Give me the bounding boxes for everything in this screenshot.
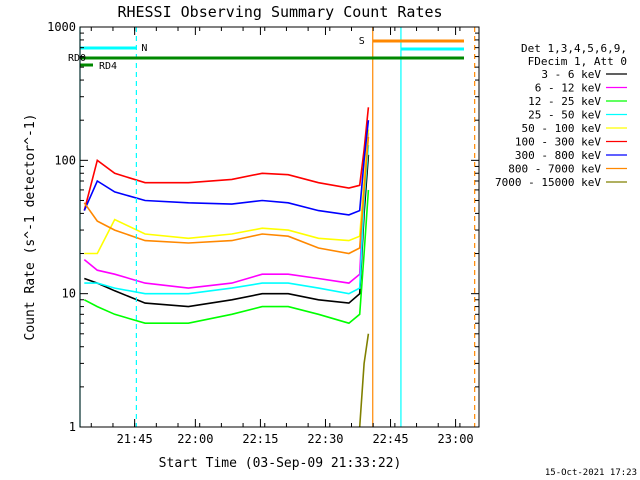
x-tick-label: 22:30 [307, 432, 343, 446]
legend-header-line: FDecim 1, Att 0 [528, 55, 627, 68]
flag-layer: N S RD0 RD4 [68, 36, 464, 72]
series-line-8 [358, 333, 370, 428]
x-tick-label: 22:45 [372, 432, 408, 446]
x-tick-label: 22:15 [242, 432, 278, 446]
legend-entry-label: 800 - 7000 keV [508, 163, 601, 176]
x-tick-label: 22:00 [177, 432, 213, 446]
legend-header-line: Det 1,3,4,5,6,9, [521, 42, 627, 55]
legend-entry-label: 7000 - 15000 keV [495, 176, 601, 189]
y-tick-label: 100 [54, 153, 76, 167]
legend-entry-label: 100 - 300 keV [515, 136, 601, 149]
legend-entry-label: 50 - 100 keV [522, 122, 602, 135]
series-line-4 [84, 129, 370, 255]
legend-entry-label: 6 - 12 keV [535, 82, 602, 95]
chart-title: RHESSI Observing Summary Count Rates [117, 3, 442, 21]
legend-entry-label: 12 - 25 keV [528, 95, 601, 108]
y-tick-label: 1 [69, 420, 76, 434]
flag-label-s: S [359, 36, 365, 47]
footer-date: 15-Oct-2021 17:23 [545, 468, 637, 478]
flag-label-n: N [141, 43, 147, 54]
legend: Det 1,3,4,5,6,9,FDecim 1, Att 03 - 6 keV… [495, 42, 627, 189]
legend-entry-label: 3 - 6 keV [541, 68, 601, 81]
flag-label-rd4: RD4 [99, 61, 117, 72]
series-line-2 [83, 189, 370, 325]
y-tick-label: 10 [62, 287, 76, 301]
series-line-5 [83, 107, 370, 211]
series-line-7 [83, 136, 370, 255]
series-line-6 [83, 120, 370, 216]
y-axis-label: Count Rate (s^-1 detector^-1) [23, 114, 38, 341]
tick-layer: 1 10 100 1000 21:45 22:00 22:15 22:30 22:45 23:00 [47, 20, 479, 446]
x-tick-label: 21:45 [117, 432, 153, 446]
series-line-3 [84, 145, 370, 295]
x-axis-label: Start Time (03-Sep-09 21:33:22) [159, 456, 402, 471]
plot-frame [79, 26, 480, 428]
legend-entry-label: 25 - 50 keV [528, 109, 601, 122]
flag-label-rd0: RD0 [68, 53, 86, 64]
y-tick-label: 1000 [47, 20, 76, 34]
x-tick-label: 23:00 [438, 432, 474, 446]
legend-entry-label: 300 - 800 keV [515, 149, 601, 162]
series-layer [83, 107, 370, 428]
series-line-0 [84, 154, 370, 308]
